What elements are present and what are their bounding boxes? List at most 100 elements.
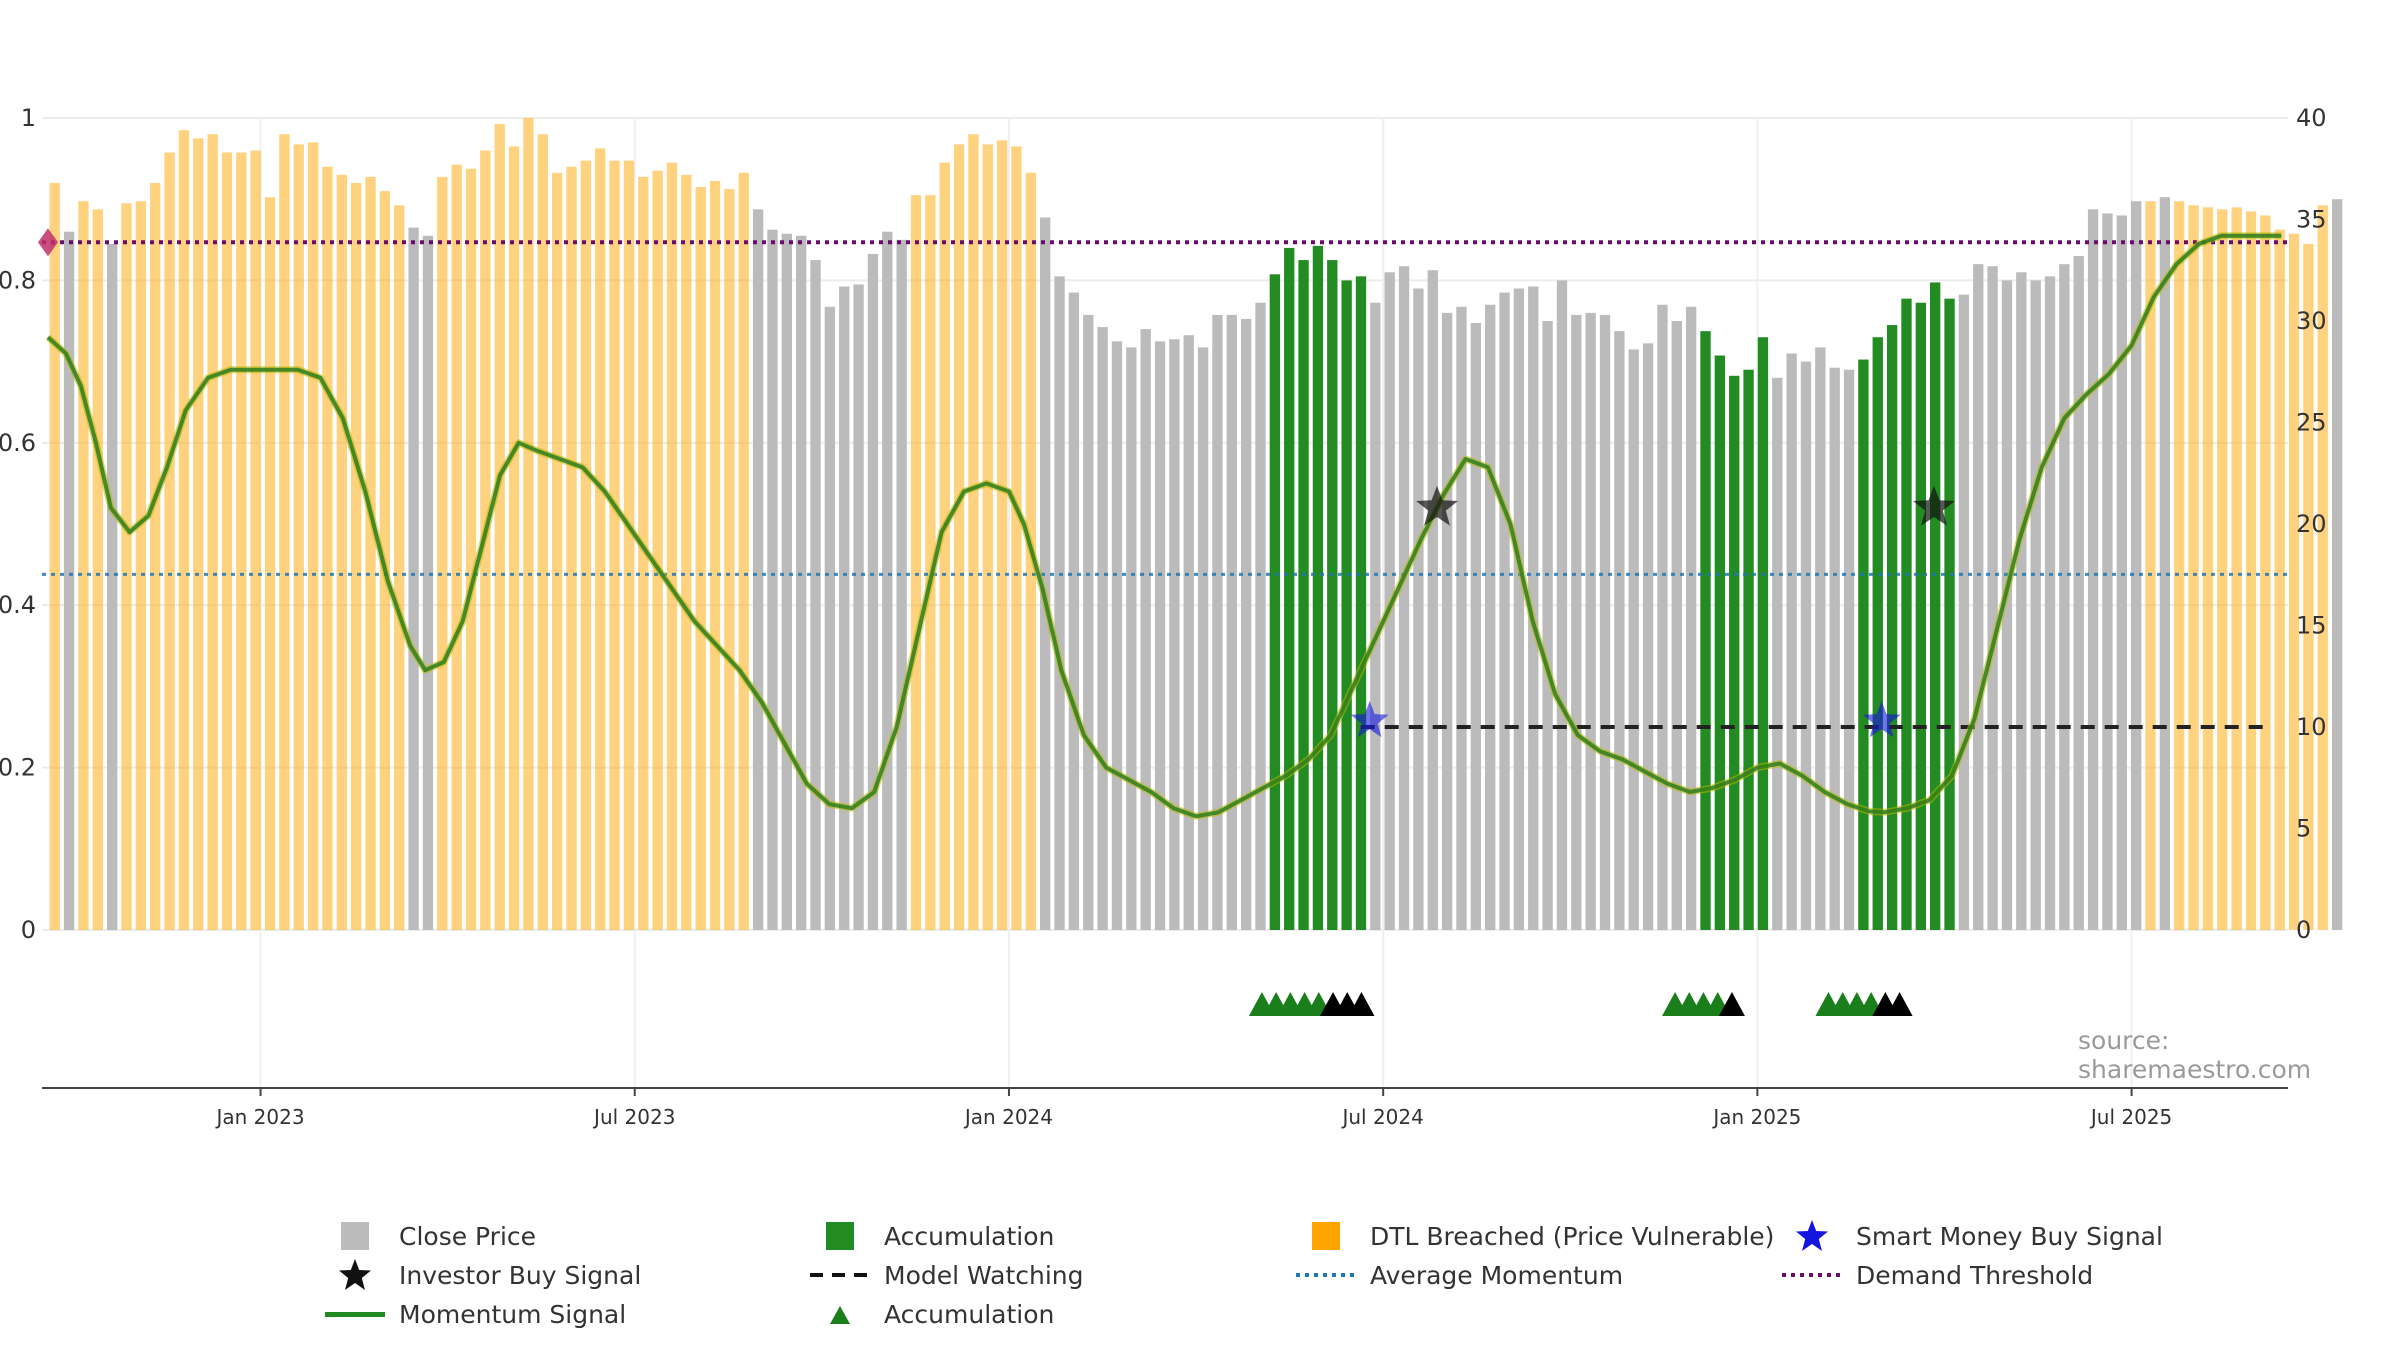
x-tick-label: Jul 2023: [592, 1105, 675, 1129]
dtl-breached-bar: [2245, 211, 2257, 930]
dtl-breached-bar: [336, 174, 347, 931]
close-price-bar: [2059, 264, 2070, 930]
dtl-breached-bar: [49, 182, 60, 930]
close-price-bar: [752, 209, 764, 931]
x-tick-label: Jan 2023: [214, 1105, 304, 1129]
dtl-breached-bar: [1011, 146, 1022, 931]
x-tick-label: Jan 2025: [1711, 1105, 1801, 1129]
dtl-breached-bar: [2202, 207, 2214, 930]
dtl-breached-bar: [523, 118, 534, 930]
dtl-breached-bar: [724, 189, 735, 931]
dtl-breached-bar: [666, 162, 678, 930]
close-price-bar: [1973, 264, 1984, 930]
close-price-bar: [867, 254, 879, 930]
dtl-breached-bar: [150, 182, 161, 930]
close-price-bar: [1413, 288, 1424, 930]
close-price-bar: [1255, 302, 1266, 931]
dtl-breached-bar: [394, 205, 405, 931]
accumulation-bar: [1700, 331, 1711, 930]
close-price-bar: [1815, 347, 1826, 930]
dtl-breached-bar: [2317, 205, 2328, 931]
close-price-bar: [1470, 323, 1482, 930]
close-price-bar: [1054, 276, 1065, 931]
y-right-tick-label: 20: [2296, 510, 2327, 538]
close-price-bar: [1987, 266, 1998, 930]
close-price-bar: [1628, 349, 1639, 930]
dtl-breached-bar: [236, 152, 247, 930]
close-price-bar: [1800, 361, 1812, 931]
dtl-breached-bar: [595, 148, 606, 930]
dtl-breached-bar: [2217, 209, 2228, 931]
close-price-bar: [896, 239, 907, 931]
close-price-bar: [839, 286, 850, 930]
accumulation-triangle-black: [1886, 992, 1913, 1016]
price-bars: [49, 118, 2343, 931]
investor-buy-star: [1913, 485, 1955, 526]
dtl-breached-bar: [925, 195, 936, 930]
close-price-bar: [1829, 367, 1840, 930]
accumulation-bar: [1298, 260, 1309, 931]
dtl-breached-bar: [537, 134, 548, 931]
accumulation-bar: [1915, 302, 1926, 931]
close-price-bar: [824, 306, 836, 930]
accumulation-bar: [1355, 276, 1367, 931]
close-price-bar: [2331, 199, 2343, 930]
source-note: source: sharemaestro.com: [2078, 1026, 2312, 1084]
close-price-bar: [1040, 217, 1051, 931]
dtl-breached-bar: [365, 176, 376, 930]
dtl-breached-bar: [2188, 205, 2199, 931]
close-price-bar: [1772, 377, 1783, 931]
accumulation-bar: [1284, 247, 1295, 931]
dtl-breached-bar: [609, 160, 620, 930]
close-price-bar: [795, 235, 807, 931]
close-price-bar: [1642, 343, 1654, 931]
close-price-bar: [810, 260, 821, 931]
close-price-bar: [1685, 306, 1697, 930]
close-price-bar: [422, 235, 434, 931]
accumulation-bar: [1729, 375, 1740, 930]
dtl-breached-bar: [551, 172, 563, 930]
close-price-bar: [1843, 369, 1855, 931]
dtl-breached-bar: [78, 201, 89, 931]
close-price-bar: [1154, 341, 1166, 930]
accumulation-bar: [1901, 298, 1912, 930]
close-price-bar: [882, 231, 893, 930]
close-price-bar: [1441, 312, 1453, 930]
accumulation-bar: [1872, 337, 1883, 930]
dtl-breached-bar: [494, 124, 505, 931]
close-price-bar: [1212, 314, 1223, 930]
y-left-tick-label: 0.4: [0, 591, 36, 619]
close-price-bar: [2087, 209, 2099, 931]
close-price-bar: [1197, 347, 1209, 930]
accumulation-bar: [1341, 280, 1352, 930]
accumulation-bar: [1743, 369, 1754, 931]
y-right-tick-label: 30: [2296, 307, 2327, 335]
close-price-bar: [1126, 347, 1137, 930]
close-price-bar: [1786, 353, 1797, 931]
dtl-breached-bar: [135, 201, 147, 931]
close-price-bar: [1599, 314, 1611, 930]
y-right-tick-label: 0: [2296, 916, 2311, 944]
smart-money-star: [1350, 700, 1389, 738]
close-price-bar: [853, 284, 864, 931]
close-price-bar: [1513, 288, 1525, 930]
dtl-breached-bar: [92, 209, 103, 931]
y-right-tick-label: 10: [2296, 713, 2327, 741]
y-left-tick-label: 0: [21, 916, 36, 944]
close-price-bar: [1556, 280, 1568, 930]
close-price-bar: [1485, 304, 1496, 930]
close-price-bar: [1111, 341, 1123, 930]
y-right-tick-label: 5: [2296, 815, 2311, 843]
close-price-bar: [1571, 314, 1582, 930]
y-left-tick-label: 1: [21, 104, 36, 132]
y-left-tick-label: 0.8: [0, 266, 36, 294]
close-price-bar: [2102, 213, 2113, 930]
accumulation-triangle-black: [1348, 992, 1375, 1016]
dtl-breached-bar: [178, 130, 190, 930]
close-price-bar: [1083, 314, 1094, 930]
close-price-bar: [1169, 339, 1180, 930]
dtl-breached-bar: [250, 150, 261, 931]
close-price-bar: [106, 243, 118, 931]
accumulation-bar: [1269, 274, 1281, 930]
